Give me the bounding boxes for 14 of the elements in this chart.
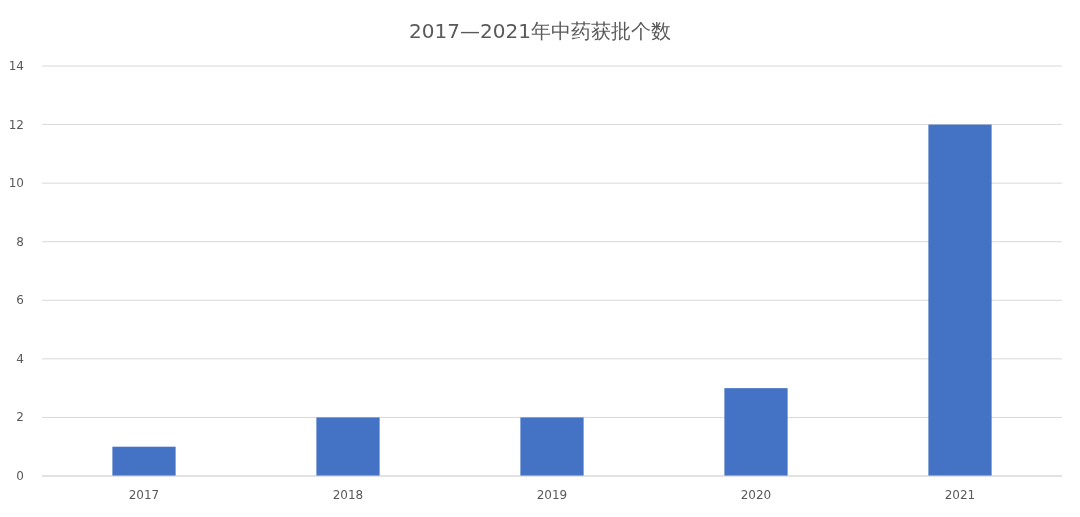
y-tick-label: 8	[16, 234, 24, 249]
y-tick-label: 6	[16, 293, 24, 308]
x-tick-label: 2019	[536, 488, 568, 502]
y-tick-label: 2	[16, 410, 24, 425]
y-tick-label: 12	[8, 117, 24, 132]
x-tick-label: 2021	[944, 488, 976, 502]
y-tick-label: 10	[8, 176, 24, 191]
y-tick-label: 14	[8, 59, 24, 73]
chart-title: 2017—2021年中药获批个数	[409, 19, 671, 43]
y-tick-label: 4	[16, 351, 24, 366]
x-tick-label: 2018	[332, 488, 364, 502]
x-tick-label: 2017	[128, 488, 160, 502]
y-tick-label: 0	[16, 469, 24, 483]
x-tick-label: 2020	[740, 488, 772, 502]
